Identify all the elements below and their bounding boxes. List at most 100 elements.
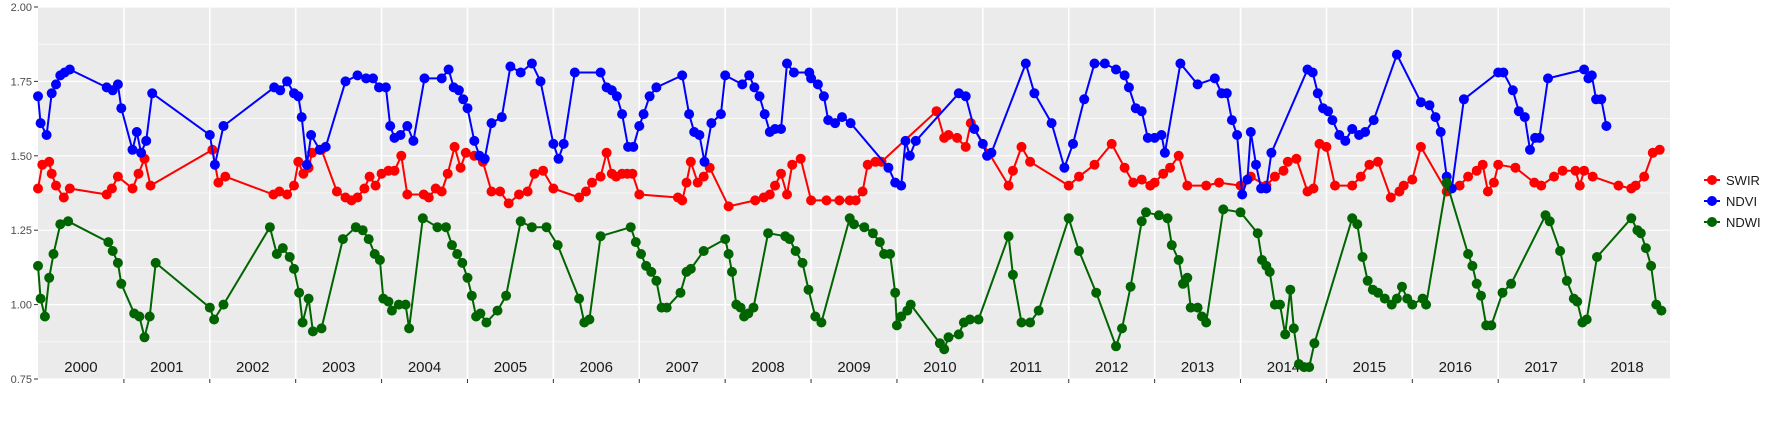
ndwi-data-point <box>481 317 492 328</box>
ndvi-data-point <box>293 91 304 102</box>
ndwi-data-point <box>289 263 299 274</box>
ndwi-data-point <box>1182 272 1193 283</box>
ndvi-data-point <box>1596 94 1607 105</box>
ndvi-data-point <box>904 150 915 161</box>
swir-data-point <box>1003 180 1014 191</box>
ndvi-data-point <box>1458 94 1469 105</box>
swir-data-point <box>1454 180 1465 191</box>
ndvi-data-point <box>986 147 997 158</box>
ndwi-data-point <box>363 234 374 245</box>
swir-data-point <box>795 153 806 164</box>
swir-data-point <box>1214 177 1225 188</box>
ndvi-data-point <box>611 91 622 102</box>
ndvi-data-point <box>443 64 454 75</box>
swir-data-point <box>627 168 638 179</box>
ndwi-data-point <box>116 278 127 289</box>
ndwi-data-point <box>859 222 870 233</box>
ndwi-data-point <box>1561 275 1572 286</box>
ndwi-data-point <box>144 311 155 322</box>
ndvi-data-point <box>744 70 755 81</box>
ndwi-data-point <box>675 287 686 298</box>
ndvi-data-point <box>1327 115 1338 126</box>
swir-data-point <box>750 195 761 206</box>
ndwi-data-point <box>1091 287 1102 298</box>
ndvi-data-point <box>883 162 894 173</box>
ndvi-data-point <box>553 153 564 164</box>
ndvi-data-point <box>41 130 52 140</box>
ndwi-data-point <box>303 293 314 304</box>
ndwi-data-point <box>1173 255 1184 265</box>
year-label: 2018 <box>1610 359 1643 376</box>
ndwi-data-point <box>218 299 229 310</box>
ndwi-data-point <box>574 293 585 304</box>
swir-data-point <box>806 195 817 206</box>
ndwi-data-point <box>1486 320 1497 331</box>
swir-data-point <box>331 186 342 197</box>
swir-data-point <box>862 159 873 170</box>
ndwi-data-point <box>515 216 526 227</box>
swir-data-point <box>595 171 606 182</box>
year-label: 2015 <box>1353 359 1386 376</box>
swir-data-point <box>352 192 363 203</box>
ndwi-data-point <box>457 257 468 268</box>
ndvi-data-point <box>147 88 158 99</box>
ndvi-data-point <box>352 70 363 81</box>
swir-data-point <box>1355 171 1366 182</box>
ndwi-data-point <box>294 287 305 298</box>
ndvi-data-point <box>1525 144 1535 155</box>
ndvi-data-point <box>634 121 645 131</box>
ndvi-data-point <box>699 156 710 167</box>
ndvi-data-point <box>818 91 829 102</box>
swir-data-point <box>581 186 591 197</box>
ndwi-data-point <box>1003 231 1014 242</box>
ndwi-data-point <box>965 314 975 325</box>
swir-data-point <box>220 171 231 182</box>
ndvi-data-point <box>1424 100 1435 111</box>
swir-data-point <box>495 186 506 197</box>
ndvi-data-point <box>419 73 430 84</box>
ndwi-data-point <box>475 308 486 319</box>
ndvi-data-point <box>706 118 717 129</box>
swir-data-point <box>634 189 645 200</box>
swir-data-point <box>587 177 597 188</box>
ndwi-data-point <box>400 299 411 310</box>
swir-data-point <box>1089 159 1100 170</box>
ndvi-data-point <box>1391 49 1402 60</box>
swir-data-point <box>1536 180 1547 191</box>
ndvi-data-point <box>112 79 123 90</box>
swir-data-point <box>723 201 734 212</box>
ndwi-data-point <box>277 243 288 254</box>
swir-data-point <box>370 180 381 191</box>
swir-data-point <box>1510 162 1521 173</box>
ndwi-data-point <box>1391 293 1402 304</box>
ndvi-data-point <box>1209 73 1220 84</box>
swir-data-point <box>364 171 375 182</box>
swir-data-point <box>1398 180 1409 191</box>
ndwi-data-point <box>337 234 348 245</box>
ndvi-data-point <box>204 130 215 140</box>
ndwi-data-point <box>1626 213 1637 224</box>
ndvi-data-point <box>1175 58 1186 69</box>
swir-data-point <box>51 180 61 191</box>
ndwi-data-point <box>1288 323 1299 334</box>
year-label: 2003 <box>322 359 355 376</box>
ndwi-data-point <box>1141 207 1151 218</box>
ndwi-data-point <box>1572 296 1583 307</box>
ndwi-data-point <box>1555 246 1566 256</box>
ndwi-data-point <box>891 320 902 331</box>
ndvi-data-point <box>960 91 971 102</box>
ndvi-data-point <box>1136 106 1147 117</box>
ndwi-data-point <box>636 249 646 259</box>
swir-data-point <box>1630 180 1641 191</box>
ndwi-data-point <box>867 228 878 239</box>
ndvi-data-point <box>910 135 921 146</box>
swir-data-point <box>293 156 304 167</box>
year-label: 2008 <box>751 359 784 376</box>
swir-data-point <box>776 168 786 179</box>
ndwi-data-point <box>685 263 696 274</box>
ndwi-data-point <box>541 222 552 233</box>
ndvi-data-point <box>1221 88 1232 99</box>
ndvi-data-point <box>1415 97 1426 108</box>
swir-legend-key <box>1707 175 1717 185</box>
